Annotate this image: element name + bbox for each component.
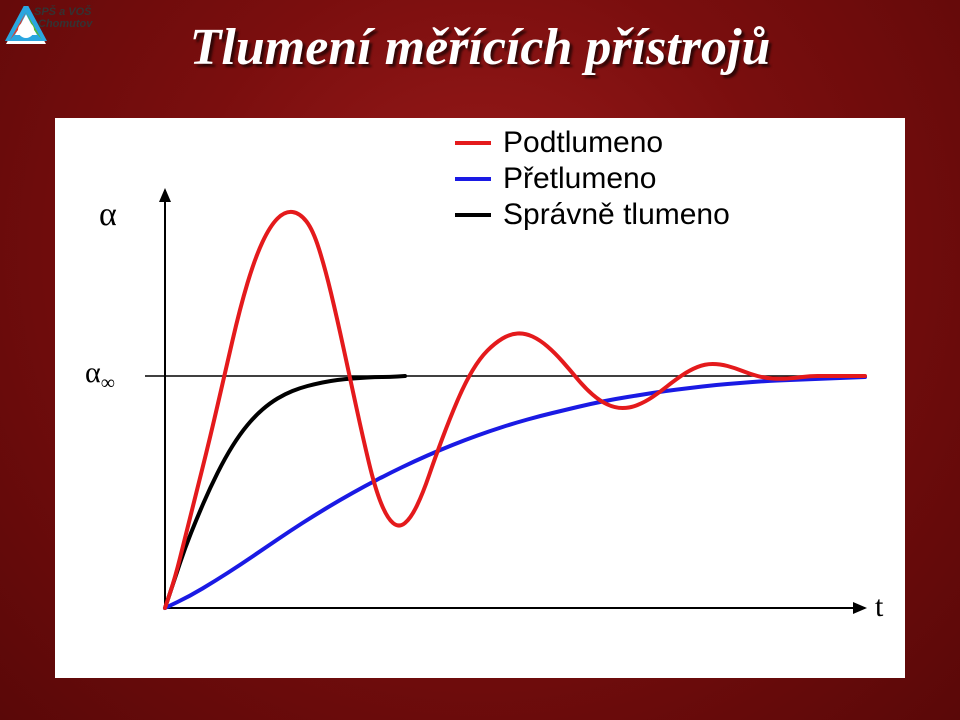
slide-title: Tlumení měřících přístrojů <box>0 18 960 77</box>
legend-item-underdamped: Podtlumeno <box>455 126 663 160</box>
slide: SPŠ a VOŠ Chomutov Tlumení měřících přís… <box>0 0 960 720</box>
x-axis-label: t <box>875 590 883 624</box>
legend-dash-icon <box>455 213 491 217</box>
legend-item-overdamped: Přetlumeno <box>455 162 656 196</box>
chart-panel: α α∞ t Podtlumeno Přetlumeno Správně tlu… <box>55 118 905 678</box>
alpha-infinity-label: α∞ <box>85 356 115 395</box>
legend-dash-icon <box>455 141 491 145</box>
legend-label: Podtlumeno <box>503 126 663 159</box>
logo-text-1: SPŠ a VOŠ <box>34 6 91 18</box>
legend-item-critical: Správně tlumeno <box>455 198 730 232</box>
legend-label: Přetlumeno <box>503 162 656 195</box>
legend-dash-icon <box>455 177 491 181</box>
legend-label: Správně tlumeno <box>503 198 730 231</box>
y-axis-label: α <box>99 196 117 234</box>
